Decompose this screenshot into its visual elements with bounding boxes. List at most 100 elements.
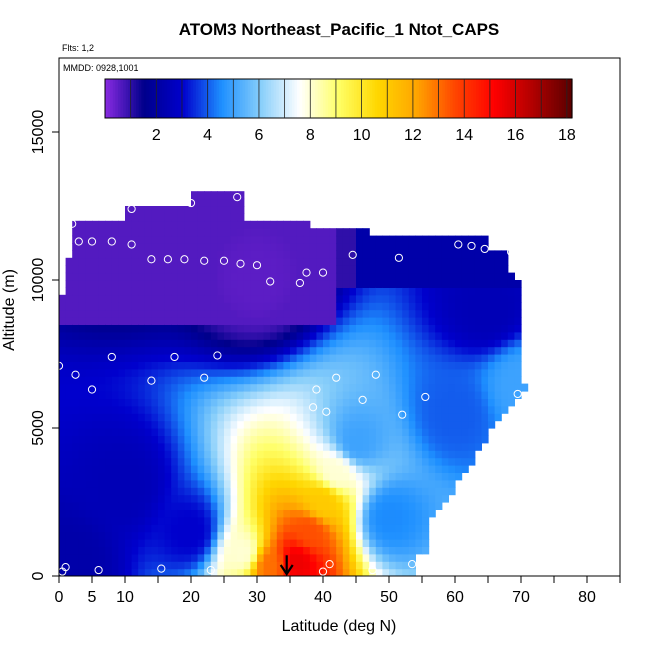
- sample-point: [325, 560, 334, 569]
- heatmap-cell: [184, 339, 192, 348]
- heatmap-cell: [468, 428, 476, 436]
- heatmap-cell: [191, 317, 199, 325]
- heatmap-cell: [204, 317, 212, 325]
- heatmap-cell: [92, 220, 100, 229]
- heatmap-cell: [389, 524, 397, 533]
- heatmap-cell: [138, 487, 146, 496]
- heatmap-cell: [329, 339, 337, 348]
- heatmap-cell: [428, 502, 436, 510]
- heatmap-cell: [474, 405, 482, 414]
- heatmap-cell: [217, 398, 225, 407]
- heatmap-cell: [171, 553, 179, 562]
- heatmap-cell: [197, 442, 205, 451]
- heatmap-cell: [118, 235, 126, 244]
- heatmap-cell: [224, 479, 232, 488]
- heatmap-cell: [151, 220, 159, 229]
- x-tick-label: 60: [446, 589, 464, 606]
- heatmap-cell: [316, 405, 324, 414]
- heatmap-cell: [151, 354, 159, 362]
- heatmap-cell: [204, 502, 212, 510]
- heatmap-cell: [369, 442, 377, 451]
- heatmap-cell: [316, 413, 324, 422]
- heatmap-cell: [204, 272, 212, 281]
- heatmap-cell: [375, 450, 383, 459]
- heatmap-cell: [283, 524, 291, 533]
- heatmap-cell: [184, 309, 192, 318]
- heatmap-cell: [177, 280, 185, 288]
- heatmap-cell: [164, 272, 172, 281]
- heatmap-cell: [395, 420, 403, 429]
- heatmap-cell: [217, 243, 225, 251]
- heatmap-cell: [402, 450, 410, 459]
- heatmap-cell: [349, 317, 357, 325]
- colorbar-swatch: [543, 79, 547, 118]
- heatmap-cell: [303, 383, 311, 392]
- heatmap-cell: [389, 457, 397, 466]
- heatmap-cell: [144, 220, 152, 229]
- colorbar: 2 4 6 8 10 12 14 16 18: [104, 78, 576, 144]
- heatmap-cell: [441, 428, 449, 436]
- heatmap-cell: [151, 457, 159, 466]
- heatmap-cell: [177, 235, 185, 244]
- heatmap-cell: [177, 302, 185, 311]
- heatmap-cell: [177, 354, 185, 362]
- heatmap-cell: [85, 435, 93, 444]
- colorbar-swatch: [239, 79, 244, 118]
- heatmap-cell: [105, 361, 113, 370]
- heatmap-cell: [72, 391, 80, 399]
- heatmap-cell: [342, 561, 350, 570]
- heatmap-cell: [435, 479, 443, 488]
- heatmap-cell: [303, 257, 311, 266]
- heatmap-cell: [138, 213, 146, 222]
- heatmap-cell: [72, 309, 80, 318]
- heatmap-cell: [85, 561, 93, 570]
- heatmap-cell: [92, 420, 100, 429]
- heatmap-cell: [356, 339, 364, 348]
- heatmap-cell: [230, 324, 238, 333]
- heatmap-cell: [144, 465, 152, 473]
- heatmap-cell: [78, 405, 86, 414]
- heatmap-cell: [151, 383, 159, 392]
- heatmap-cell: [422, 398, 430, 407]
- heatmap-cell: [441, 302, 449, 311]
- heatmap-cell: [349, 561, 357, 570]
- x-tick-label: 50: [380, 589, 398, 606]
- heatmap-cell: [323, 376, 331, 385]
- heatmap-cell: [316, 457, 324, 466]
- heatmap-cell: [402, 354, 410, 362]
- heatmap-cell: [309, 243, 317, 251]
- sample-point: [71, 370, 80, 379]
- heatmap-cell: [283, 361, 291, 370]
- heatmap-cell: [455, 405, 463, 414]
- heatmap-cell: [296, 502, 304, 510]
- heatmap-cell: [349, 354, 357, 362]
- heatmap-cell: [164, 302, 172, 311]
- heatmap-cell: [257, 324, 265, 333]
- heatmap-cell: [441, 235, 449, 244]
- colorbar-swatch: [271, 79, 275, 118]
- sample-point: [312, 385, 321, 394]
- colorbar-swatch: [193, 79, 197, 118]
- heatmap-cell: [171, 457, 179, 466]
- heatmap-cell: [415, 243, 423, 251]
- heatmap-cell: [131, 354, 139, 362]
- heatmap-cell: [342, 479, 350, 488]
- heatmap-cell: [402, 428, 410, 436]
- heatmap-cell: [230, 568, 238, 576]
- heatmap-cell: [408, 465, 416, 473]
- heatmap-cell: [336, 465, 344, 473]
- heatmap-cell: [243, 413, 251, 422]
- heatmap-cell: [369, 502, 377, 510]
- heatmap-cell: [323, 457, 331, 466]
- heatmap-cell: [184, 361, 192, 370]
- heatmap-cell: [336, 250, 344, 259]
- heatmap-cell: [481, 346, 489, 355]
- heatmap-cell: [283, 391, 291, 399]
- heatmap-cell: [138, 346, 146, 355]
- heatmap-cell: [389, 435, 397, 444]
- heatmap-cell: [316, 398, 324, 407]
- colorbar-swatch: [213, 79, 218, 118]
- heatmap-cell: [422, 287, 430, 296]
- heatmap-cell: [316, 368, 324, 377]
- heatmap-cell: [402, 324, 410, 333]
